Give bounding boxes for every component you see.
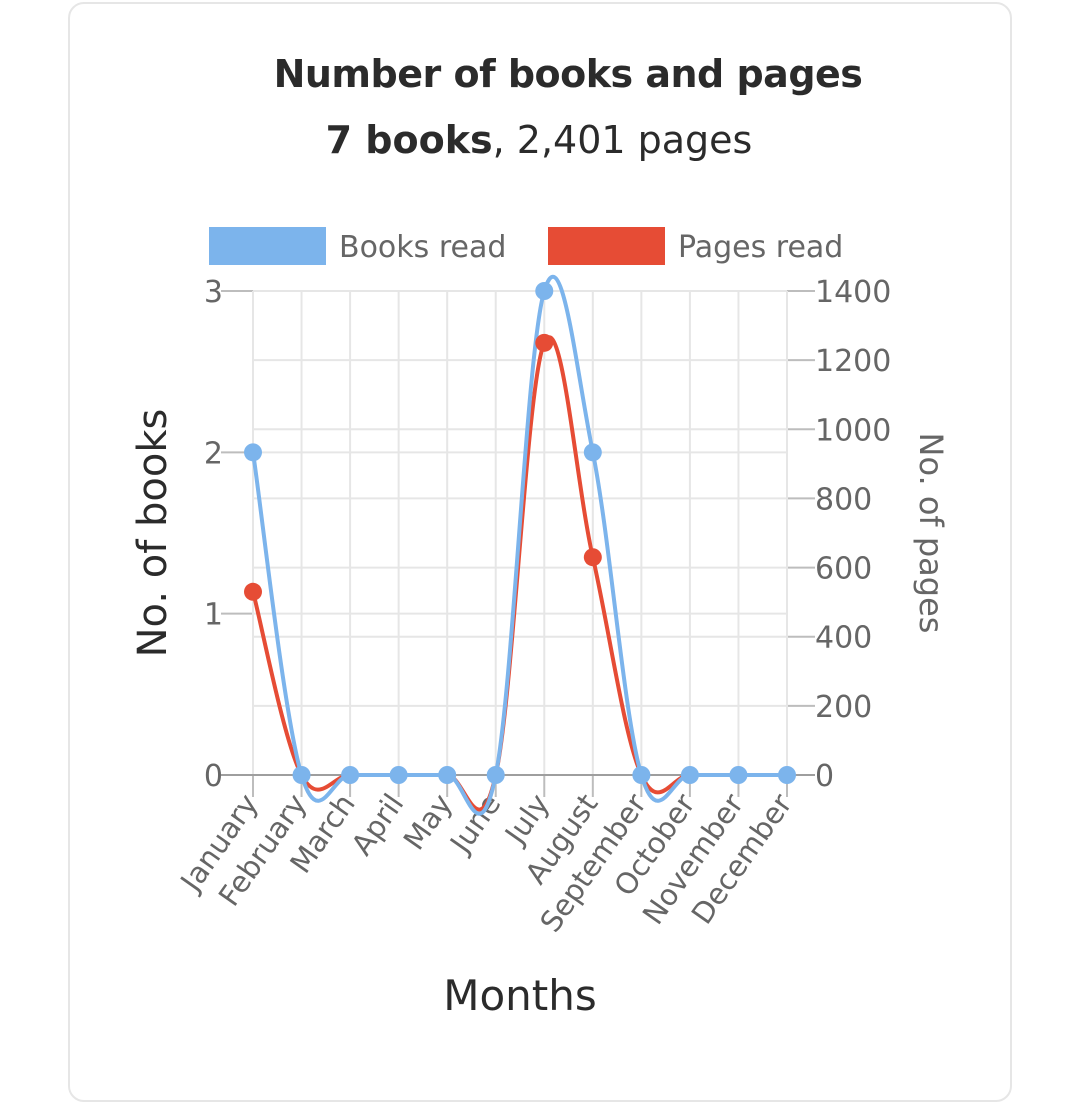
summary-books: 7 books bbox=[325, 118, 493, 162]
xtick-label: April bbox=[344, 788, 410, 862]
xtick-label: June bbox=[442, 788, 507, 861]
y2tick-label: 200 bbox=[815, 690, 872, 725]
data-point-books bbox=[680, 766, 699, 784]
data-point-pages bbox=[535, 333, 554, 352]
series-line-books bbox=[251, 274, 787, 816]
ytick-label: 0 bbox=[204, 759, 223, 794]
chart-title: Number of books and pages bbox=[273, 52, 863, 96]
data-point-books bbox=[389, 766, 408, 784]
y2-axis-title: No. of pages bbox=[912, 433, 950, 634]
legend-label-books: Books read bbox=[339, 230, 506, 265]
legend-swatch-pages bbox=[548, 227, 665, 265]
legend-label-pages: Pages read bbox=[678, 230, 843, 265]
data-point-books bbox=[486, 766, 505, 784]
data-point-books bbox=[632, 766, 651, 784]
y2tick-label: 1000 bbox=[815, 413, 891, 448]
y2tick-label: 1400 bbox=[815, 275, 891, 310]
xtick-label: May bbox=[397, 788, 459, 857]
data-point-books bbox=[729, 766, 748, 784]
ytick-label: 3 bbox=[204, 275, 223, 310]
series-line-pages bbox=[251, 335, 787, 812]
chart-summary: 7 books, 2,401 pages bbox=[0, 118, 1078, 162]
data-point-pages bbox=[244, 582, 262, 601]
y-axis-title: No. of books bbox=[130, 409, 176, 658]
y2tick-label: 0 bbox=[815, 759, 834, 794]
legend-swatch-books bbox=[209, 227, 326, 265]
ytick-label: 1 bbox=[204, 598, 223, 633]
data-point-books bbox=[778, 766, 796, 784]
chart-card bbox=[68, 2, 1012, 1102]
summary-pages: 2,401 pages bbox=[516, 118, 753, 162]
data-point-books bbox=[244, 443, 262, 462]
y2tick-label: 1200 bbox=[815, 344, 891, 379]
summary-separator: , bbox=[492, 118, 517, 162]
data-point-books bbox=[583, 443, 602, 462]
data-point-books bbox=[341, 766, 360, 784]
y2tick-label: 600 bbox=[815, 552, 872, 587]
ytick-label: 2 bbox=[204, 436, 223, 471]
x-axis-title: Months bbox=[443, 971, 597, 1020]
y2tick-label: 800 bbox=[815, 482, 872, 517]
data-point-pages bbox=[583, 548, 602, 567]
data-point-books bbox=[292, 766, 311, 784]
data-point-books bbox=[535, 282, 554, 300]
data-point-books bbox=[438, 766, 457, 784]
y2tick-label: 400 bbox=[815, 621, 872, 656]
